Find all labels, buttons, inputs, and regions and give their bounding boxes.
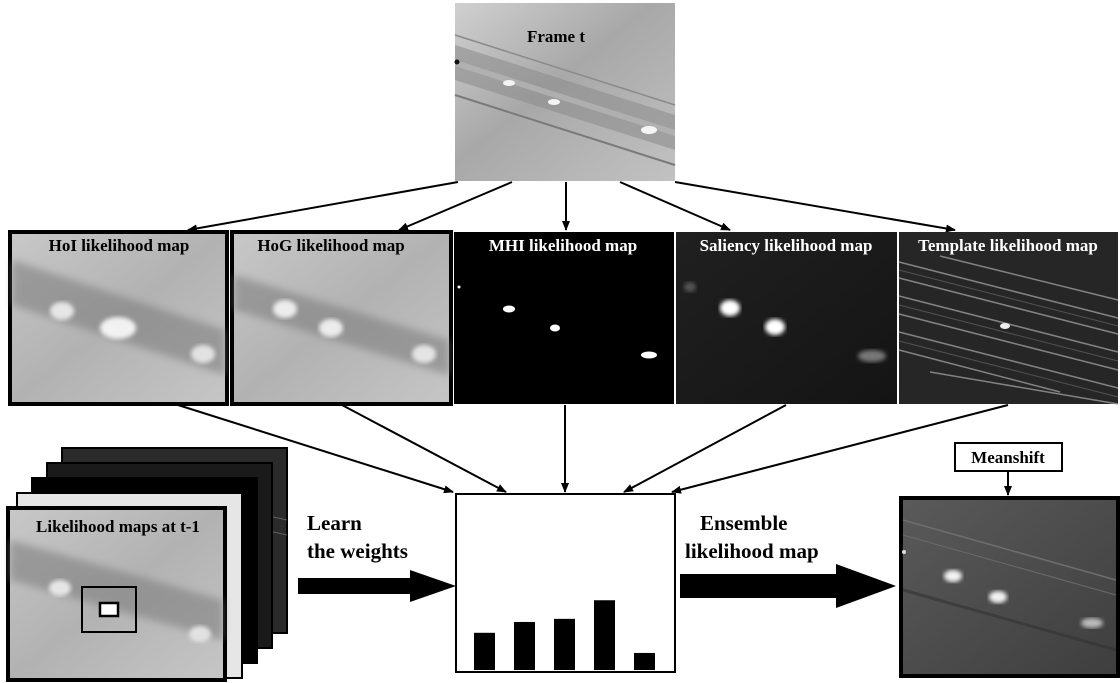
- learn-line1: Learn: [307, 511, 362, 535]
- hog-likelihood-map: HoG likelihood map: [232, 232, 451, 404]
- ensemble-line2: likelihood map: [685, 539, 819, 563]
- previous-maps-label: Likelihood maps at t-1: [36, 517, 200, 536]
- weight-bar-5: [634, 653, 655, 670]
- ensemble-line1: Ensemble: [700, 511, 788, 535]
- weight-bar-1: [474, 633, 495, 670]
- weight-histogram: [456, 494, 675, 672]
- hog-map-label: HoG likelihood map: [257, 236, 404, 255]
- hoi-map-label: HoI likelihood map: [49, 236, 190, 255]
- frame-to-maps-arrows: [188, 182, 955, 230]
- mhi-likelihood-map: MHI likelihood map: [454, 232, 674, 404]
- ensemble-likelihood-map: [901, 498, 1118, 676]
- frame-t-image: Frame t: [455, 3, 676, 181]
- saliency-likelihood-map: Saliency likelihood map: [676, 232, 897, 404]
- meanshift-step: Meanshift: [955, 443, 1062, 495]
- maps-to-weights-arrows: [178, 405, 1008, 492]
- hoi-likelihood-map: HoI likelihood map: [10, 232, 227, 404]
- saliency-map-label: Saliency likelihood map: [700, 236, 873, 255]
- target-inner-box: [100, 603, 118, 616]
- weight-bar-2: [514, 622, 535, 670]
- learn-line2: the weights: [307, 539, 408, 563]
- weight-bar-4: [594, 600, 615, 670]
- learn-weights-step: Learn the weights: [298, 511, 456, 602]
- template-likelihood-map: Template likelihood map: [899, 232, 1118, 404]
- learn-arrow: [298, 570, 456, 602]
- meanshift-label: Meanshift: [971, 448, 1045, 467]
- frame-t-title: Frame t: [527, 27, 585, 46]
- ensemble-step: Ensemble likelihood map: [680, 511, 896, 608]
- previous-likelihood-stack: Likelihood maps at t-1: [8, 448, 287, 680]
- ensemble-arrow: [680, 564, 896, 608]
- weight-bar-3: [554, 619, 575, 670]
- mhi-map-label: MHI likelihood map: [489, 236, 637, 255]
- template-map-label: Template likelihood map: [918, 236, 1098, 255]
